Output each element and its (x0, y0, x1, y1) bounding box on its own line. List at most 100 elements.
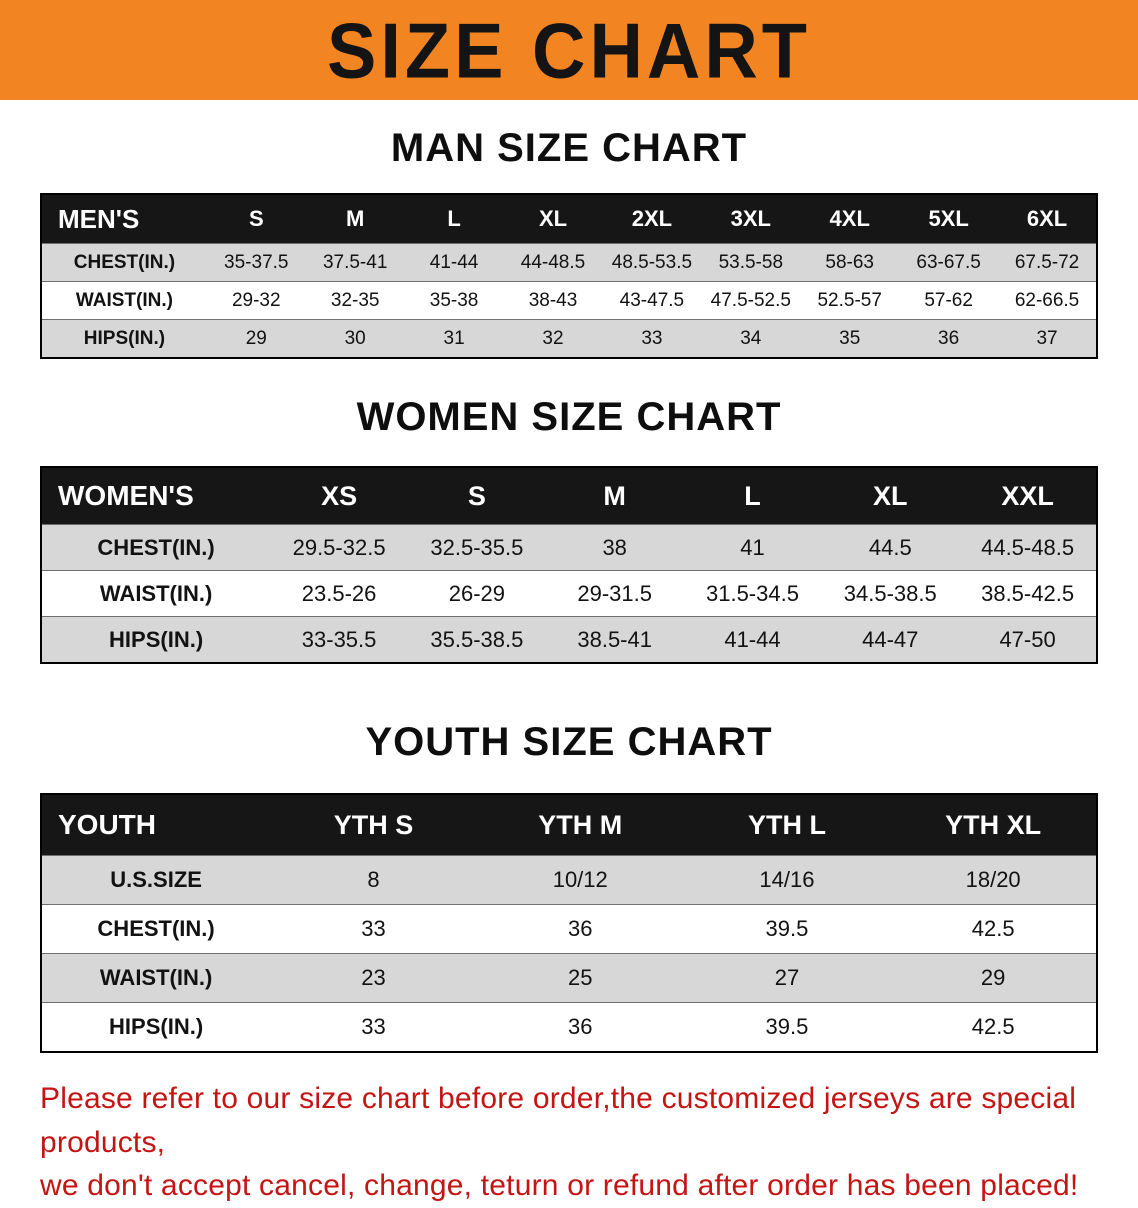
column-header: L (683, 467, 822, 525)
table-cell: 23.5-26 (301, 580, 377, 606)
table-cell: 47.5-52.5 (710, 289, 791, 311)
table-cell: 44-48.5 (520, 251, 586, 273)
column-header: YTH M (476, 794, 684, 856)
table-cell: 34 (740, 327, 762, 349)
table-row: CHEST(IN.) 33 36 39.5 42.5 (41, 904, 1097, 954)
row-label: CHEST(IN.) (97, 916, 215, 941)
mens-size-table-head: MEN'S S M L XL 2XL 3XL 4XL 5XL 6XL (41, 194, 1097, 244)
table-cell: 31 (443, 327, 465, 349)
mens-size-table-header-label: MEN'S (41, 194, 207, 244)
table-cell: 29-32 (231, 289, 281, 311)
row-label: U.S.SIZE (110, 867, 202, 892)
table-cell: 27 (774, 965, 800, 990)
row-label: WAIST(IN.) (99, 580, 213, 606)
youth-size-table-header-row: YOUTH YTH S YTH M YTH L YTH XL (41, 794, 1097, 856)
size-chart-title: SIZE CHART (327, 6, 811, 94)
table-cell: 48.5-53.5 (611, 251, 693, 273)
table-cell: 39.5 (765, 1014, 809, 1039)
column-header: S (206, 194, 306, 244)
column-header: S (407, 467, 546, 525)
table-cell: 36 (938, 327, 960, 349)
table-row: CHEST(IN.) 35-37.5 37.5-41 41-44 44-48.5 48.5… (41, 243, 1097, 282)
table-cell: 29-31.5 (577, 580, 652, 606)
womens-size-table-header-row: WOMEN'S XS S M L XL XXL (41, 467, 1097, 525)
column-header: L (404, 194, 504, 244)
table-cell: 10/12 (552, 867, 608, 892)
mens-size-table-header-row: MEN'S S M L XL 2XL 3XL 4XL 5XL 6XL (41, 194, 1097, 244)
column-header: XXL (959, 467, 1097, 525)
table-cell: 23 (361, 965, 386, 990)
column-header: 4XL (800, 194, 900, 244)
column-header: XS (270, 467, 408, 525)
youth-size-table: YOUTH YTH S YTH M YTH L YTH XL U.S.SIZE 8 10/12… (40, 793, 1098, 1053)
table-cell: 41-44 (429, 251, 479, 273)
table-cell: 41 (740, 534, 765, 560)
table-cell: 43-47.5 (619, 289, 685, 311)
table-cell: 18/20 (965, 867, 1021, 892)
mens-size-table: MEN'S S M L XL 2XL 3XL 4XL 5XL 6XL CHEST(IN.) 35-37… (40, 193, 1098, 359)
table-cell: 42.5 (971, 916, 1015, 941)
table-cell: 35-38 (429, 289, 479, 311)
table-cell: 32-35 (330, 289, 380, 311)
table-cell: 62-66.5 (1014, 289, 1080, 311)
table-cell: 35.5-38.5 (430, 626, 524, 652)
table-cell: 63-67.5 (916, 251, 981, 273)
table-cell: 35 (839, 327, 861, 349)
table-cell: 38 (602, 534, 627, 560)
table-cell: 47-50 (999, 626, 1056, 652)
table-cell: 42.5 (971, 1014, 1015, 1039)
table-row: U.S.SIZE 8 10/12 14/16 18/20 (41, 855, 1097, 905)
table-row: CHEST(IN.) 29.5-32.5 32.5-35.5 38 41 44.5 44.5… (41, 524, 1097, 571)
column-header: M (545, 467, 684, 525)
table-cell: 26-29 (448, 580, 506, 606)
table-cell: 53.5-58 (718, 251, 784, 273)
column-header: 2XL (602, 194, 702, 244)
table-cell: 44.5-48.5 (981, 534, 1075, 560)
table-cell: 32.5-35.5 (430, 534, 524, 560)
table-row: HIPS(IN.) 29 30 31 32 33 34 35 36 37 (41, 319, 1097, 358)
table-row: WAIST(IN.) 23.5-26 26-29 29-31.5 31.5-34.5 34… (41, 570, 1097, 617)
column-header: YTH S (270, 794, 477, 856)
table-cell: 32 (542, 327, 564, 349)
table-cell: 33 (361, 1014, 386, 1039)
table-cell: 52.5-57 (817, 289, 882, 311)
table-cell: 44-47 (862, 626, 919, 652)
womens-size-table-head: WOMEN'S XS S M L XL XXL (41, 467, 1097, 525)
table-cell: 36 (568, 916, 593, 941)
table-row: HIPS(IN.) 33 36 39.5 42.5 (41, 1002, 1097, 1052)
table-cell: 37 (1036, 327, 1058, 349)
womens-size-table: WOMEN'S XS S M L XL XXL CHEST(IN.) 29.5-32.5 32.5… (40, 466, 1098, 664)
table-cell: 67.5-72 (1014, 251, 1080, 273)
table-cell: 29.5-32.5 (292, 534, 386, 560)
table-row: WAIST(IN.) 29-32 32-35 35-38 38-43 43-47.5 47.… (41, 281, 1097, 320)
column-header: 3XL (701, 194, 801, 244)
table-cell: 38.5-41 (577, 626, 652, 652)
row-label: HIPS(IN.) (109, 626, 204, 652)
column-header: XL (821, 467, 960, 525)
order-notice-line2: we don't accept cancel, change, teturn o… (40, 1169, 1079, 1202)
table-row: HIPS(IN.) 33-35.5 35.5-38.5 38.5-41 41-44 44-… (41, 616, 1097, 663)
table-cell: 33 (641, 327, 663, 349)
youth-size-table-head: YOUTH YTH S YTH M YTH L YTH XL (41, 794, 1097, 856)
row-label: HIPS(IN.) (109, 1014, 204, 1039)
order-notice: Please refer to our size chart before or… (40, 1077, 1100, 1208)
table-cell: 14/16 (759, 867, 815, 892)
womens-size-table-body: CHEST(IN.) 29.5-32.5 32.5-35.5 38 41 44.5 44.5… (41, 524, 1097, 663)
table-cell: 8 (367, 867, 380, 892)
row-label: WAIST(IN.) (99, 965, 213, 990)
table-cell: 30 (344, 327, 366, 349)
column-header: YTH L (683, 794, 891, 856)
row-label: WAIST(IN.) (75, 289, 173, 311)
table-cell: 38-43 (528, 289, 578, 311)
youth-size-table-body: U.S.SIZE 8 10/12 14/16 18/20 CHEST(IN.) 33 36 39… (41, 855, 1097, 1052)
order-notice-line1: Please refer to our size chart before or… (40, 1082, 1077, 1159)
table-cell: 25 (568, 965, 593, 990)
youth-size-chart-heading: YOUTH SIZE CHART (365, 720, 773, 764)
womens-size-table-header-label: WOMEN'S (41, 467, 271, 525)
table-cell: 44.5 (868, 534, 912, 560)
table-cell: 38.5-42.5 (981, 580, 1075, 606)
youth-size-table-header-label: YOUTH (41, 794, 271, 856)
column-header: XL (503, 194, 603, 244)
column-header: M (305, 194, 405, 244)
table-cell: 35-37.5 (224, 251, 289, 273)
